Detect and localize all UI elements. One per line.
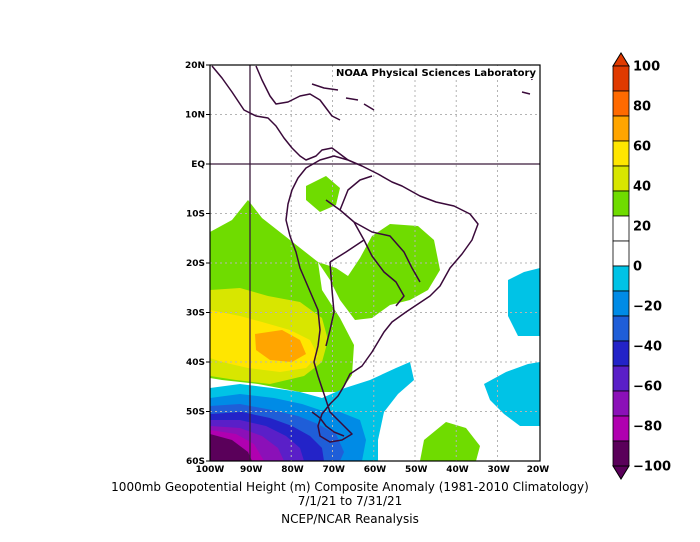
colorbar-label: −20	[633, 300, 662, 315]
coastline-north-america	[211, 65, 349, 161]
colorbar-label: −80	[633, 420, 662, 435]
colorbar-segment	[612, 140, 630, 167]
colorbar-segment	[612, 390, 630, 417]
colorbar-segment	[612, 440, 630, 467]
colorbar-top-arrow	[612, 52, 630, 67]
colorbar-segment	[612, 315, 630, 342]
colorbar-segment	[612, 340, 630, 367]
credit-box	[354, 66, 538, 79]
lon-tick: 100W	[196, 465, 225, 475]
colorbar-segment	[612, 90, 630, 117]
colorbar-segment	[612, 290, 630, 317]
colorbar-segment	[612, 265, 630, 292]
lat-tick: 20S	[186, 259, 205, 269]
anomaly-positive-60	[255, 330, 306, 362]
country-borders	[325, 175, 421, 347]
date-range: 7/1/21 to 7/31/21	[297, 494, 403, 508]
colorbar-segment	[612, 115, 630, 142]
colorbar-label: 80	[633, 100, 651, 115]
anomaly-positive-south-atlantic	[420, 422, 480, 461]
lon-tick: 60W	[364, 465, 387, 475]
reference-lines	[210, 65, 540, 461]
lat-tick: 20N	[185, 61, 205, 71]
colorbar-label: 60	[633, 140, 651, 155]
lon-tick: 40W	[446, 465, 469, 475]
lat-tick: 40S	[186, 358, 205, 368]
lat-tick: 10N	[185, 111, 205, 121]
lat-tick: 50S	[186, 408, 205, 418]
coastline-south-america	[285, 155, 479, 443]
lon-tick: 80W	[281, 465, 304, 475]
lat-axis: 20N 10N EQ 10S 20S 30S 40S 50S 60S	[185, 61, 210, 467]
colorbar-segment	[612, 165, 630, 192]
lat-tick: 10S	[186, 210, 205, 220]
colorbar-label: 0	[633, 260, 642, 275]
anomaly-negative-20-southeast	[508, 268, 540, 336]
colorbar-segment	[612, 65, 630, 92]
colorbar-label: 100	[633, 60, 660, 75]
colorbar-segment	[612, 240, 630, 267]
colorbar-segment	[612, 415, 630, 442]
colorbar-bottom-arrow	[612, 465, 630, 480]
lon-tick: 90W	[240, 465, 263, 475]
lon-tick: 50W	[405, 465, 428, 475]
colorbar-label: −100	[633, 460, 671, 475]
lon-axis: 100W 90W 80W 70W 60W 50W 40W 30W 20W	[196, 465, 550, 475]
coastlines	[211, 65, 533, 443]
colorbar-segment	[612, 215, 630, 242]
lat-tick: 30S	[186, 309, 205, 319]
lon-tick: 20W	[527, 465, 550, 475]
colorbar-label: 20	[633, 220, 651, 235]
map-plot	[210, 65, 540, 461]
colorbar-segment	[612, 190, 630, 217]
coastline-antarctic-tip	[311, 411, 345, 437]
gridlines	[210, 65, 540, 461]
colorbar-segment	[612, 365, 630, 392]
credit-text: NOAA Physical Sciences Laboratory	[336, 68, 537, 79]
anomaly-negative-160	[210, 434, 252, 461]
coastline-mexico-gulf	[255, 65, 341, 121]
map-title: 1000mb Geopotential Height (m) Composite…	[111, 480, 589, 494]
colorbar-label: 40	[633, 180, 651, 195]
lon-tick: 70W	[323, 465, 346, 475]
lat-tick: EQ	[191, 160, 205, 170]
colorbar: 100 80 60 40 20 0 −20 −40 −60 −80 −100	[612, 52, 671, 480]
anomaly-positive-cross-andes	[318, 224, 440, 320]
colorbar-label: −40	[633, 340, 662, 355]
lat-tick: 60S	[186, 457, 205, 467]
anomaly-positive-north	[306, 176, 340, 212]
lon-tick: 30W	[488, 465, 511, 475]
coastline-caribbean-islands	[311, 83, 375, 111]
data-source: NCEP/NCAR Reanalysis	[281, 512, 419, 526]
colorbar-label: −60	[633, 380, 662, 395]
anomaly-negative-20-east	[484, 362, 540, 426]
